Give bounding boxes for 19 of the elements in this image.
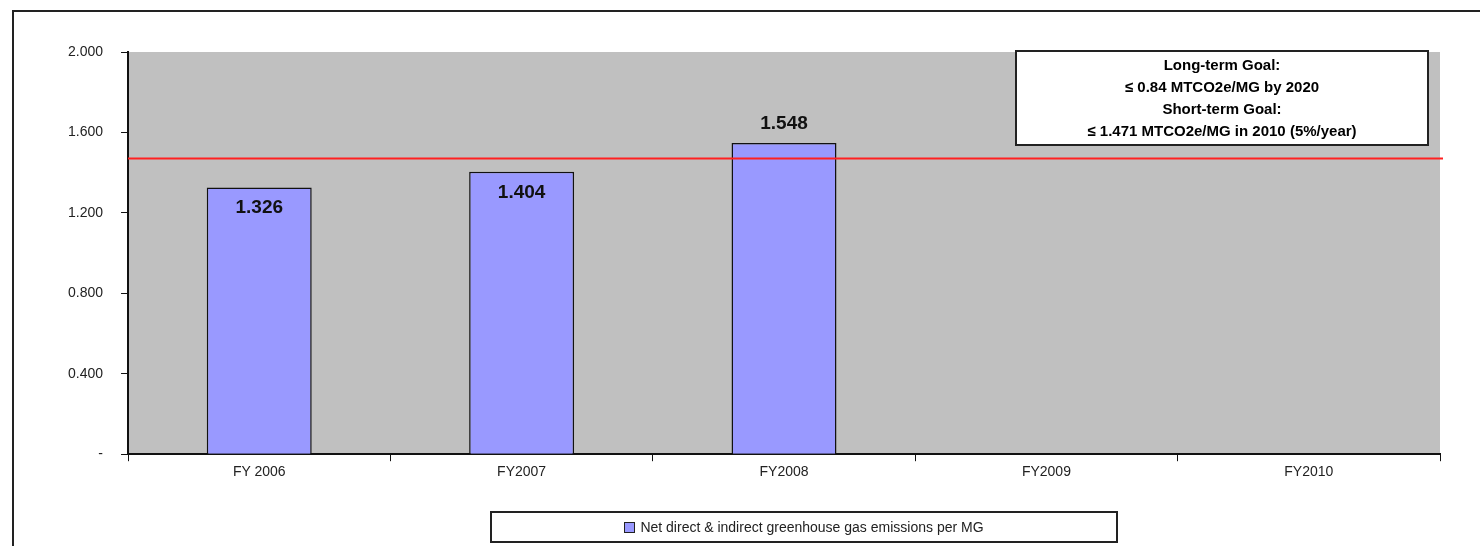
annotation: Long-term Goal:: [1162, 55, 1282, 75]
annotation: ≤ 0.84 MTCO2e/MG by 2020: [1123, 77, 1321, 97]
data-label: 1.548: [760, 111, 808, 133]
y-tick-label: -: [98, 445, 104, 462]
y-tick-label: 1.200: [67, 203, 104, 220]
x-tick-label: FY2010: [1284, 463, 1334, 480]
y-tick-label: 0.800: [67, 284, 104, 301]
y-tick-label: 2.000: [67, 42, 104, 59]
y-tick-label: 1.600: [67, 123, 104, 140]
x-tick-label: FY2007: [497, 463, 547, 480]
annotation: ≤ 1.471 MTCO2e/MG in 2010 (5%/year): [1086, 121, 1358, 141]
y-tick-label: 0.400: [67, 364, 104, 381]
annotation: Short-term Goal:: [1161, 99, 1283, 119]
x-tick-label: FY 2006: [232, 463, 286, 480]
data-label: 1.326: [235, 196, 283, 218]
legend-label: Net direct & indirect greenhouse gas emissions per MG: [640, 519, 984, 535]
x-tick-label: FY2009: [1021, 463, 1072, 480]
data-label: 1.404: [497, 180, 546, 202]
x-tick-label: FY2008: [759, 463, 809, 480]
